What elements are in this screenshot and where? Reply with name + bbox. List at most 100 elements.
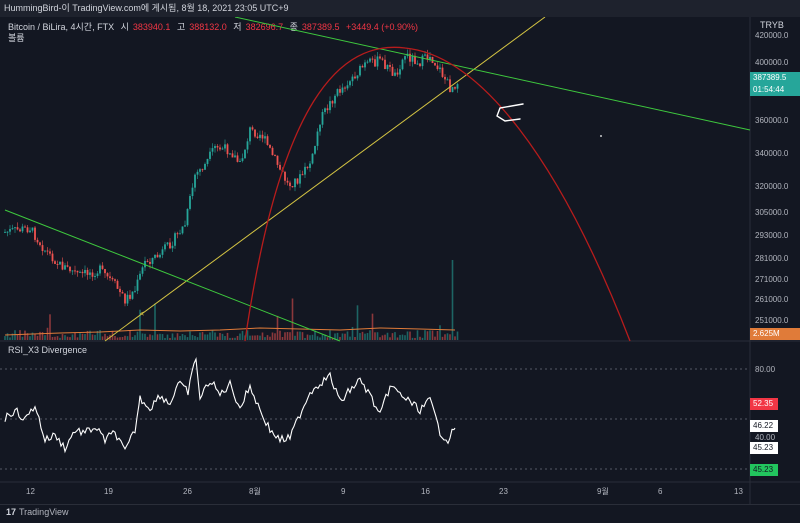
- upper-green-trendline[interactable]: [234, 17, 751, 131]
- yellow-trendline[interactable]: [104, 17, 546, 342]
- volume-bar: [279, 330, 281, 340]
- candle-body: [16, 227, 19, 230]
- volume-bar: [236, 335, 239, 340]
- candle-body: [186, 208, 189, 226]
- volume-bar: [284, 332, 286, 340]
- volume-bar: [454, 336, 456, 340]
- hand-drawn-mark[interactable]: [496, 103, 524, 122]
- candle-body: [269, 144, 271, 148]
- parabola-arc[interactable]: [244, 46, 631, 342]
- tradingview-logo[interactable]: 17 TradingView: [6, 507, 69, 517]
- candle-body: [336, 89, 339, 96]
- volume-bar: [334, 333, 336, 340]
- volume-bar: [369, 330, 371, 340]
- candle-body: [396, 72, 399, 75]
- candle-body: [274, 155, 276, 157]
- price-axis[interactable]: 420000.0 400000.0 360000.0 340000.0 3200…: [755, 31, 789, 442]
- volume-bar: [129, 330, 131, 340]
- time-axis[interactable]: 12 19 26 8월 9 16 23 9월 6 13: [26, 486, 743, 496]
- volume-bar: [269, 336, 271, 340]
- volume-bar: [321, 334, 324, 340]
- candle-body: [289, 182, 291, 187]
- volume-bar: [189, 331, 191, 340]
- candle-body: [279, 164, 281, 170]
- candle-body: [356, 75, 359, 79]
- candle-body: [239, 160, 241, 162]
- volume-bar: [386, 332, 389, 340]
- candle-body: [349, 81, 351, 86]
- volume-bar: [391, 333, 394, 340]
- volume-bar: [114, 335, 116, 340]
- candle-body: [441, 67, 444, 77]
- candle-body: [409, 53, 411, 62]
- volume-bar: [44, 335, 46, 340]
- candle-body: [166, 242, 169, 245]
- volume-bar: [16, 334, 19, 340]
- chart-canvas[interactable]: < 420000.0 400000.0 360000.0 340000.0 32…: [0, 17, 800, 504]
- volume-bar: [341, 333, 344, 340]
- price-tick: 261000.0: [755, 295, 789, 304]
- volume-label[interactable]: 볼륨: [8, 33, 25, 43]
- candle-body: [94, 275, 96, 277]
- candle-body: [366, 61, 369, 63]
- candle-body: [49, 251, 51, 254]
- volume-bar: [211, 330, 214, 340]
- volume-bar: [399, 334, 401, 340]
- candle-body: [214, 146, 216, 149]
- candle-body: [304, 166, 306, 175]
- candle-body: [134, 290, 136, 292]
- volume-bar: [314, 330, 316, 340]
- volume-bar: [126, 336, 129, 340]
- candle-body: [194, 174, 196, 188]
- volume-bar: [59, 337, 61, 340]
- candle-body: [291, 186, 294, 188]
- candle-body: [226, 144, 229, 155]
- volume-bar: [446, 333, 449, 340]
- candle-body: [4, 231, 6, 233]
- volume-bar: [166, 334, 169, 340]
- candle-body: [339, 89, 341, 93]
- volume-bar: [186, 337, 189, 340]
- volume-bar: [106, 336, 109, 340]
- volume-bar: [9, 337, 11, 340]
- volume-bar: [131, 336, 134, 340]
- volume-bar: [64, 335, 66, 340]
- candle-body: [24, 226, 26, 228]
- candle-body: [421, 55, 424, 67]
- candle-body: [176, 233, 179, 235]
- candle-body: [354, 76, 356, 79]
- volume-bar: [164, 337, 166, 340]
- candle-body: [144, 260, 146, 268]
- candle-body: [159, 254, 161, 258]
- candle-body: [254, 129, 256, 137]
- candle-body: [329, 101, 331, 111]
- candle-body: [96, 273, 99, 276]
- volume-bar: [441, 336, 444, 340]
- volume-bar: [339, 336, 341, 340]
- candle-body: [411, 55, 414, 62]
- volume-bar: [156, 334, 159, 340]
- volume-bar: [416, 330, 419, 340]
- candle-body: [29, 230, 31, 233]
- candle-body: [14, 227, 16, 229]
- volume-bar: [54, 336, 56, 340]
- symbol-name[interactable]: Bitcoin / BiLira, 4시간, FTX: [8, 22, 115, 32]
- volume-bar: [61, 334, 64, 340]
- volume-bar: [281, 337, 284, 340]
- rsi-indicator-title[interactable]: RSI_X3 Divergence: [8, 345, 88, 355]
- volume-bar: [254, 335, 256, 340]
- candle-body: [44, 250, 46, 252]
- volume-bar: [261, 332, 264, 340]
- volume-bar: [361, 331, 364, 340]
- lower-green-trendline[interactable]: [4, 209, 341, 342]
- candle-body: [296, 178, 299, 184]
- volume-bar: [286, 331, 289, 340]
- volume-ma-line: [4, 327, 456, 336]
- candle-body: [219, 147, 221, 150]
- candle-body: [181, 226, 184, 234]
- volume-bar: [379, 337, 381, 340]
- candle-body: [9, 229, 11, 232]
- candle-body: [74, 270, 76, 272]
- volume-bar: [196, 337, 199, 340]
- volume-bar: [349, 336, 351, 340]
